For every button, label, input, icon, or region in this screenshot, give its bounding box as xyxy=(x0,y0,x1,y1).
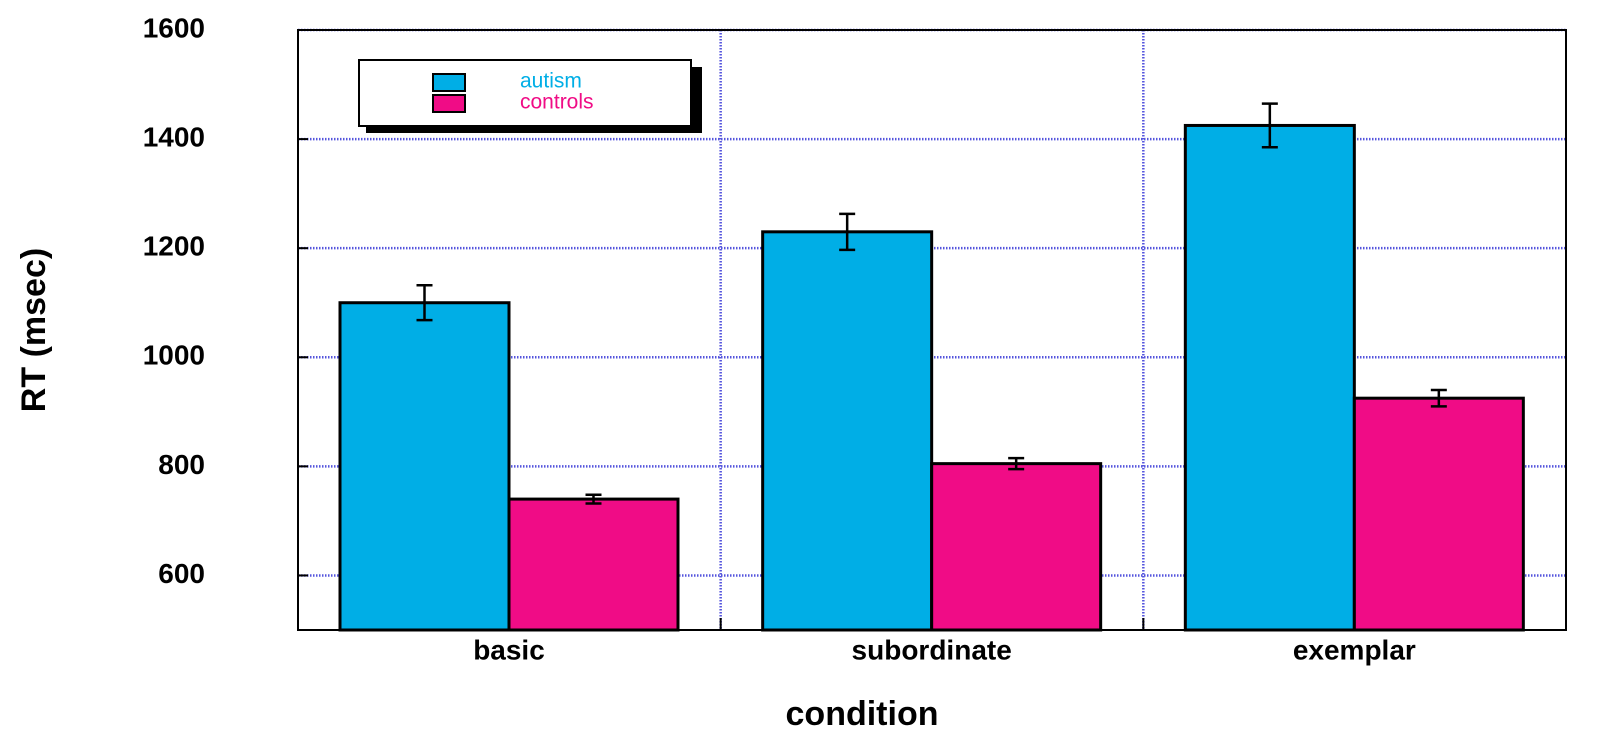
y-tick-label: 800 xyxy=(158,449,205,480)
error-bar xyxy=(1430,388,1447,408)
error-bar xyxy=(839,212,856,252)
error-bar xyxy=(416,284,433,322)
error-bar xyxy=(1008,456,1025,471)
bar xyxy=(930,462,1103,632)
bar xyxy=(1183,123,1356,632)
y-tick-label: 1600 xyxy=(143,12,205,43)
legend-label: controls xyxy=(520,91,594,114)
x-axis-label: condition xyxy=(786,695,939,733)
legend-swatch xyxy=(432,73,466,92)
error-bar xyxy=(585,493,602,505)
bar xyxy=(761,230,934,632)
legend-box xyxy=(358,59,692,127)
bar xyxy=(1352,396,1525,632)
bar xyxy=(507,497,680,632)
legend-swatch xyxy=(432,94,466,113)
y-tick-label: 1200 xyxy=(143,231,205,262)
x-tick-label: subordinate xyxy=(852,634,1012,665)
error-bar xyxy=(1261,102,1278,149)
y-axis-label: RT (msec) xyxy=(15,248,53,412)
bar xyxy=(338,301,511,632)
y-tick-label: 600 xyxy=(158,558,205,589)
y-tick-label: 1400 xyxy=(143,121,205,152)
legend-label: autism xyxy=(520,70,582,93)
x-tick-label: basic xyxy=(473,634,545,665)
y-tick-label: 1000 xyxy=(143,340,205,371)
x-tick-label: exemplar xyxy=(1293,634,1416,665)
